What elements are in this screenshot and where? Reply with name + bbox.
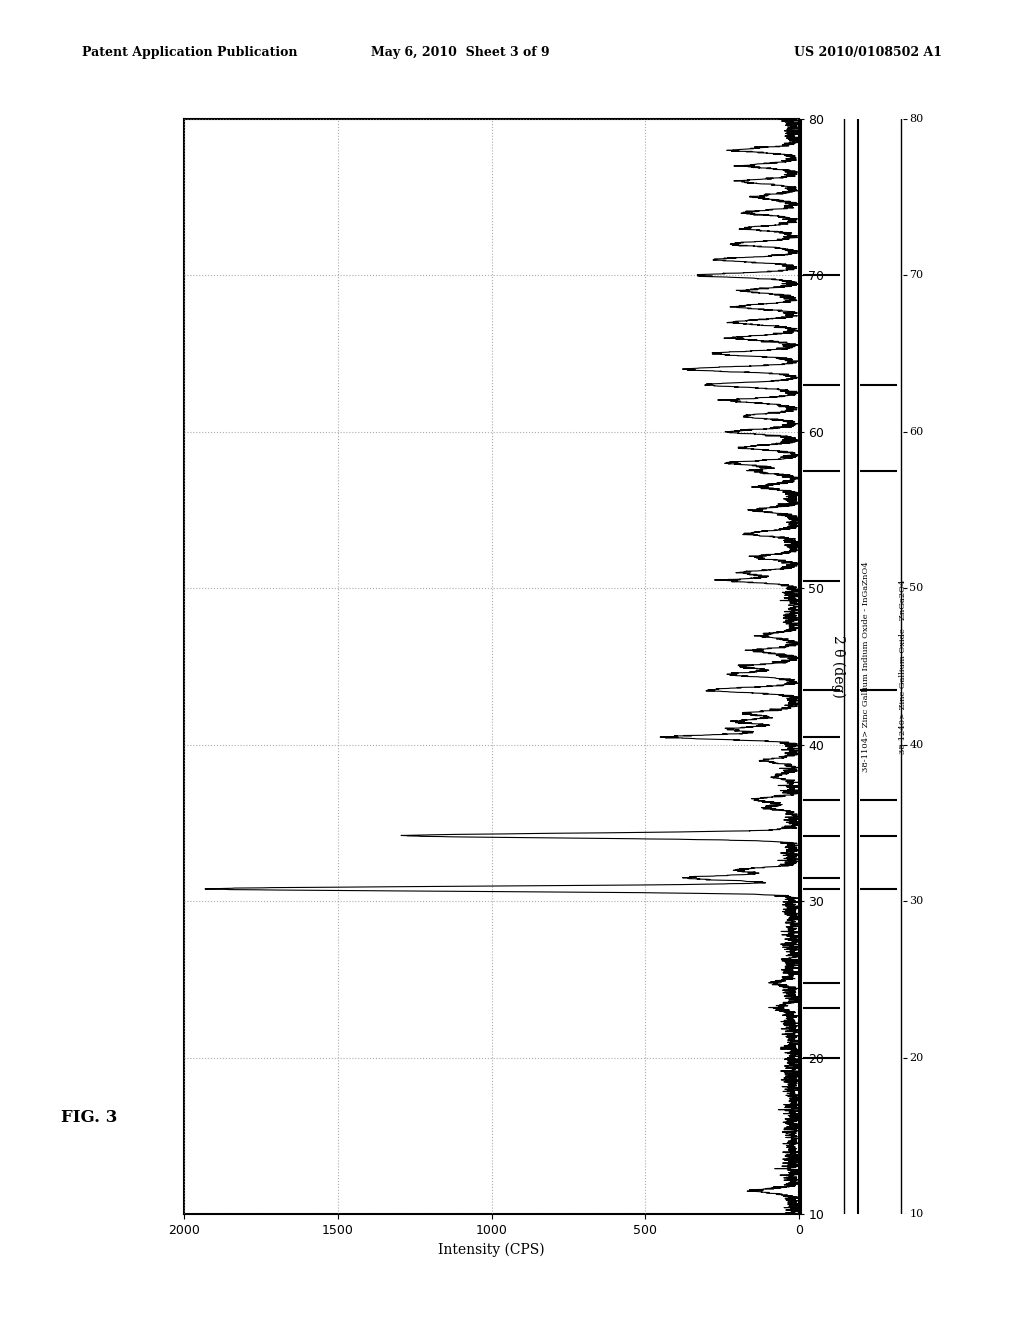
Text: 30: 30 bbox=[909, 896, 924, 907]
Text: 80: 80 bbox=[909, 114, 924, 124]
Text: 60: 60 bbox=[909, 426, 924, 437]
X-axis label: Intensity (CPS): Intensity (CPS) bbox=[438, 1242, 545, 1257]
Text: 10: 10 bbox=[909, 1209, 924, 1220]
Text: 70: 70 bbox=[909, 271, 924, 280]
Text: FIG. 3: FIG. 3 bbox=[61, 1109, 118, 1126]
Text: 50: 50 bbox=[909, 583, 924, 594]
Text: May 6, 2010  Sheet 3 of 9: May 6, 2010 Sheet 3 of 9 bbox=[372, 46, 550, 59]
Text: 20: 20 bbox=[909, 1053, 924, 1063]
Text: Patent Application Publication: Patent Application Publication bbox=[82, 46, 297, 59]
Y-axis label: 2 θ (deg): 2 θ (deg) bbox=[830, 635, 845, 698]
Text: 38-1240> Zinc Gallium Oxide - ZnGa2O4: 38-1240> Zinc Gallium Oxide - ZnGa2O4 bbox=[899, 579, 907, 754]
Text: 40: 40 bbox=[909, 739, 924, 750]
Text: 38-1104> Zinc Gallium Indium Oxide - InGaZnO4: 38-1104> Zinc Gallium Indium Oxide - InG… bbox=[862, 561, 870, 772]
Text: US 2010/0108502 A1: US 2010/0108502 A1 bbox=[794, 46, 942, 59]
